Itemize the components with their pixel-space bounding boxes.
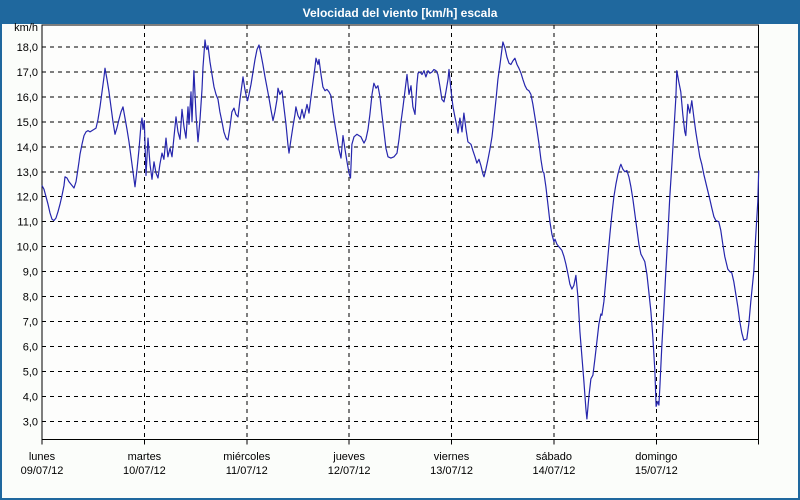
chart-title: Velocidad del viento [km/h] escala xyxy=(302,6,498,20)
y-axis-tick-label: 8,0 xyxy=(23,292,38,304)
day-date-label: 09/07/12 xyxy=(21,465,64,477)
y-axis-tick-label: 13,0 xyxy=(17,167,38,179)
day-name-label: domingo xyxy=(635,451,677,463)
y-axis-tick-label: 15,0 xyxy=(17,117,38,129)
y-axis-tick-label: 4,0 xyxy=(23,391,38,403)
wind-speed-line xyxy=(41,39,760,420)
day-name-label: martes xyxy=(128,451,162,463)
day-name-label: sábado xyxy=(536,451,572,463)
y-axis-tick-label: 6,0 xyxy=(23,341,38,353)
day-date-label: 14/07/12 xyxy=(533,465,576,477)
y-axis-tick-label: 17,0 xyxy=(17,67,38,79)
y-axis-tick-label: 10,0 xyxy=(17,242,38,254)
y-axis-tick-label: 12,0 xyxy=(17,192,38,204)
y-axis-tick-label: 7,0 xyxy=(23,317,38,329)
day-date-label: 10/07/12 xyxy=(123,465,166,477)
day-name-label: lunes xyxy=(29,451,56,463)
wind-speed-chart: 18,0 17,0 16,0 15,0 14,0 13,0 12,0 11,0 10,0 9,0 8… xyxy=(14,22,760,477)
y-axis-tick-label: 5,0 xyxy=(23,366,38,378)
y-axis-unit-label: km/h xyxy=(14,22,38,34)
day-date-label: 11/07/12 xyxy=(226,465,268,477)
day-name-label: jueves xyxy=(332,451,365,463)
y-axis-tick-label: 11,0 xyxy=(17,217,38,229)
y-axis-tick-label: 18,0 xyxy=(17,42,38,54)
day-date-label: 15/07/12 xyxy=(635,465,678,477)
day-date-label: 12/07/12 xyxy=(328,465,371,477)
plot-area xyxy=(41,24,760,440)
y-axis-tick-label: 14,0 xyxy=(17,142,38,154)
y-axis-tick-label: 16,0 xyxy=(17,92,38,104)
y-axis-tick-label: 3,0 xyxy=(23,416,38,428)
day-name-label: viernes xyxy=(434,451,470,463)
y-axis-tick-label: 9,0 xyxy=(23,267,38,279)
day-date-label: 13/07/12 xyxy=(430,465,473,477)
chart-title-bar: Velocidad del viento [km/h] escala xyxy=(2,2,798,24)
day-name-label: miércoles xyxy=(223,451,271,463)
